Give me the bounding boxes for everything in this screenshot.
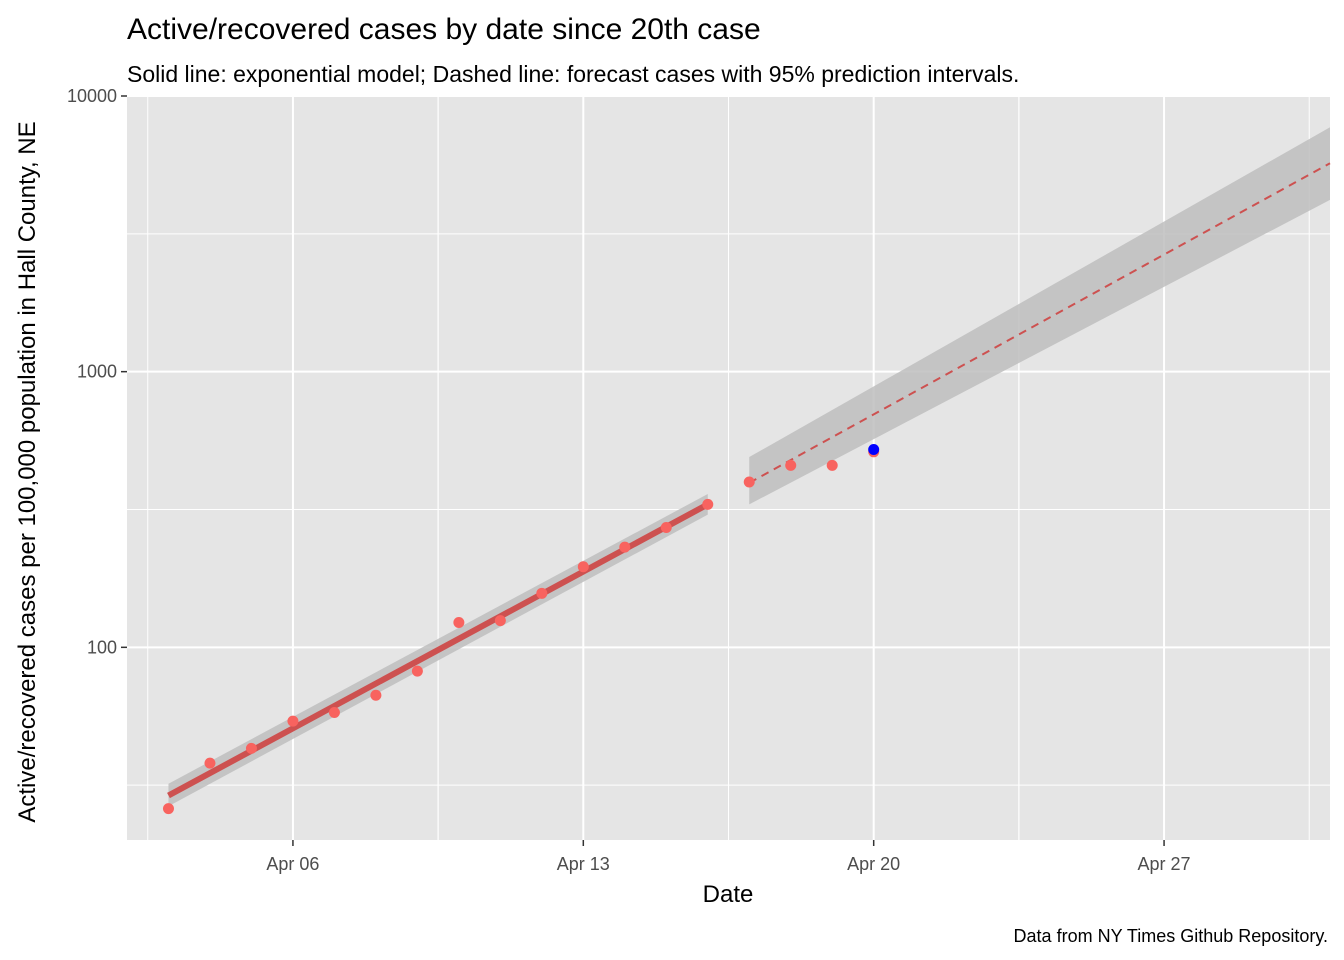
data-point	[453, 617, 465, 629]
x-tick-label: Apr 06	[266, 854, 319, 874]
data-point	[204, 757, 216, 769]
data-point	[328, 707, 340, 719]
data-point	[660, 522, 672, 534]
forecast-line	[748, 162, 1331, 484]
data-point	[287, 715, 299, 727]
data-point	[536, 587, 548, 599]
data-point	[702, 498, 714, 510]
data-points	[162, 443, 880, 815]
data-point	[245, 742, 257, 754]
y-tick-label: 10000	[67, 86, 117, 106]
highlighted-point	[868, 443, 880, 455]
data-point	[826, 459, 838, 471]
data-point	[370, 689, 382, 701]
data-point	[494, 615, 506, 627]
forecast-prediction-band	[749, 127, 1330, 505]
data-point	[577, 561, 589, 573]
y-tick-label: 100	[87, 637, 117, 657]
data-point	[619, 541, 631, 553]
data-point	[743, 476, 755, 488]
grid	[127, 95, 1330, 840]
y-axis-title: Active/recovered cases per 100,000 popul…	[14, 121, 41, 822]
exponential-model-line	[167, 501, 710, 799]
data-point	[162, 803, 174, 815]
chart-subtitle: Solid line: exponential model; Dashed li…	[127, 61, 1019, 87]
x-tick-label: Apr 27	[1138, 854, 1191, 874]
x-tick-label: Apr 13	[557, 854, 610, 874]
chart-caption: Data from NY Times Github Repository.	[1014, 926, 1328, 946]
axes: Apr 06 Apr 13 Apr 20 Apr 27 100 1000 10000	[67, 86, 1191, 874]
x-tick-label: Apr 20	[847, 854, 900, 874]
data-point	[411, 665, 423, 677]
y-tick-label: 1000	[77, 362, 117, 382]
x-axis-title: Date	[703, 881, 754, 908]
model-lines	[167, 162, 1331, 799]
data-point	[785, 459, 797, 471]
chart-title: Active/recovered cases by date since 20t…	[127, 13, 761, 46]
